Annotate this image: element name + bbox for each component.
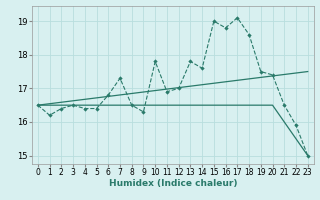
X-axis label: Humidex (Indice chaleur): Humidex (Indice chaleur) (108, 179, 237, 188)
